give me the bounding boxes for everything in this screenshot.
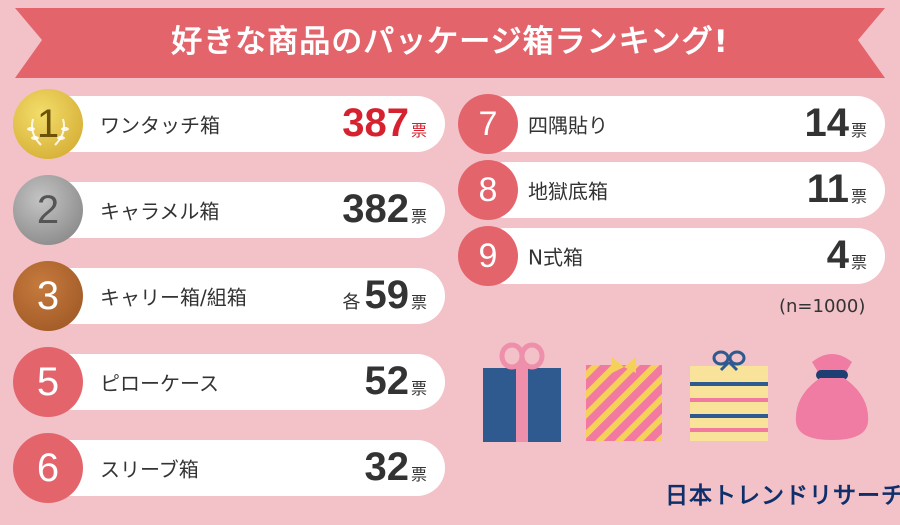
rank-number: 2 xyxy=(36,187,60,232)
rank-number: 7 xyxy=(478,104,498,143)
rank-badge: 5 xyxy=(13,347,83,417)
item-value-unit: 票 xyxy=(410,121,427,140)
item-value-number: 52 xyxy=(364,359,409,403)
item-name: ワンタッチ箱 xyxy=(100,113,220,138)
item-value-number: 4 xyxy=(826,233,849,277)
item-value-number: 59 xyxy=(364,273,409,317)
blue-gift-box-icon xyxy=(483,342,561,442)
item-value-number: 382 xyxy=(342,187,409,231)
ranking-row-8: 地獄底箱 11 票 xyxy=(478,162,885,218)
item-value-number: 32 xyxy=(364,445,409,489)
brand-logo: 日本トレンドリサーチ xyxy=(665,483,900,509)
item-value-number: 14 xyxy=(804,101,849,145)
item-value: 32 票 xyxy=(364,445,427,490)
rank-badge: 9 xyxy=(458,226,518,286)
item-value-unit: 票 xyxy=(850,121,867,140)
rank-number: 3 xyxy=(36,273,60,318)
item-value-unit: 票 xyxy=(850,253,867,272)
item-value: 14 票 xyxy=(804,101,867,146)
ranking-row-7: 四隅貼り 14 票 xyxy=(478,96,885,152)
rank-number: 1 xyxy=(36,101,60,146)
ranking-row-2: キャラメル箱 382 票 xyxy=(40,182,445,238)
ranking-row-1: ワンタッチ箱 387 票 xyxy=(40,96,445,152)
sample-size-note: (n=1000) xyxy=(779,296,866,317)
yellow-gift-box-icon xyxy=(690,350,768,441)
item-value-number: 387 xyxy=(342,101,409,145)
item-value-unit: 票 xyxy=(410,379,427,398)
item-value: 52 票 xyxy=(364,359,427,404)
item-name: キャラメル箱 xyxy=(100,199,220,224)
pink-gift-bag-icon xyxy=(795,354,869,440)
item-name: スリーブ箱 xyxy=(100,457,199,482)
title-banner xyxy=(15,8,885,78)
item-value-unit: 票 xyxy=(410,465,427,484)
striped-gift-box-icon xyxy=(586,357,662,441)
rank-badge-silver: 2 xyxy=(13,175,83,245)
rank-badge: 7 xyxy=(458,94,518,154)
rank-number: 8 xyxy=(478,170,498,209)
item-name: ピローケース xyxy=(100,371,219,396)
item-value: 387 票 xyxy=(342,101,427,146)
ranking-row-6: スリーブ箱 32 票 xyxy=(40,440,445,496)
laurel-icon xyxy=(27,118,69,146)
item-name: キャリー箱/組箱 xyxy=(100,285,247,310)
item-value-number: 11 xyxy=(806,167,849,211)
item-name: 四隅貼り xyxy=(528,113,608,138)
item-name: N式箱 xyxy=(528,245,583,270)
ranking-row-5: ピローケース 52 票 xyxy=(40,354,445,410)
rank-badge: 8 xyxy=(458,160,518,220)
item-name: 地獄底箱 xyxy=(528,179,608,204)
item-value-unit: 票 xyxy=(410,293,427,312)
rank-badge: 6 xyxy=(13,433,83,503)
item-value: 382 票 xyxy=(342,187,427,232)
rank-number: 5 xyxy=(36,359,60,404)
ranking-row-3: キャリー箱/組箱 各 59 票 xyxy=(40,268,445,324)
rank-number: 6 xyxy=(36,445,60,490)
item-value-unit: 票 xyxy=(850,187,867,206)
rank-badge-bronze: 3 xyxy=(13,261,83,331)
item-value: 11 票 xyxy=(807,167,867,212)
chart-title: 好きな商品のパッケージ箱ランキング! xyxy=(171,24,729,60)
rank-badge-gold: 1 xyxy=(13,89,83,159)
item-value-prefix: 各 xyxy=(342,292,361,313)
rank-number: 9 xyxy=(478,236,498,275)
item-value-unit: 票 xyxy=(410,207,427,226)
item-value: 各 59 票 xyxy=(342,273,427,318)
